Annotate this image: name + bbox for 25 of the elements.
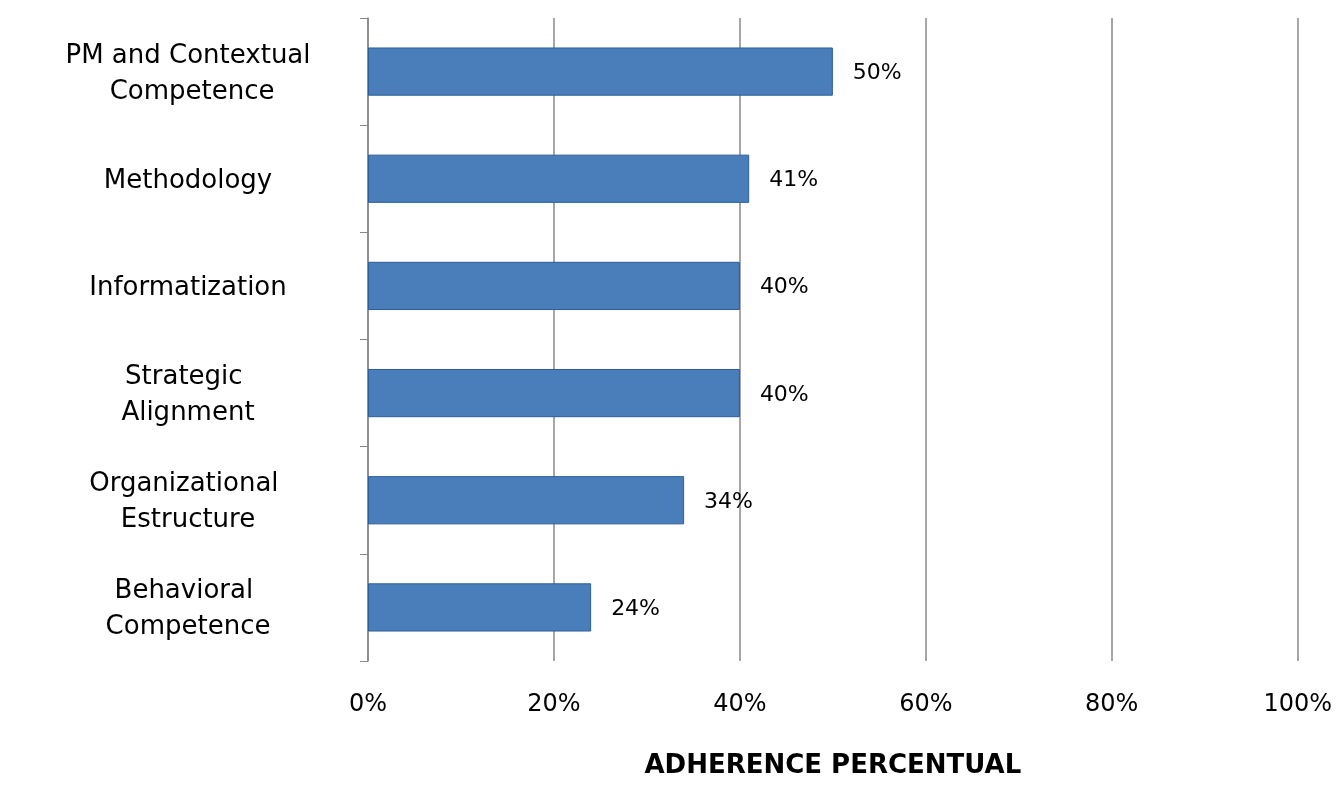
data-label: 40% <box>759 273 809 299</box>
bar <box>368 476 685 525</box>
data-label: 41% <box>769 166 819 192</box>
y-tick-label: Informatization <box>89 270 287 301</box>
x-tick-label: 40% <box>713 689 767 717</box>
data-label: 40% <box>759 380 809 406</box>
bar <box>368 47 833 96</box>
x-tick-label: 80% <box>1085 689 1139 717</box>
x-axis-title: ADHERENCE PERCENTUAL <box>644 749 1022 779</box>
data-label: 50% <box>852 59 902 85</box>
x-tick-label: 0% <box>348 689 388 717</box>
y-tick-label: PM and Contextual Competence <box>65 38 311 105</box>
y-tick-label: Organizational Estructure <box>89 467 287 534</box>
data-label: 34% <box>704 487 753 513</box>
bar <box>368 583 592 632</box>
y-tick-label: Strategic Alignment <box>121 360 255 427</box>
y-tick-label: Methodology <box>103 163 273 194</box>
data-label: 24% <box>611 594 661 620</box>
x-tick-label: 60% <box>899 689 953 717</box>
x-tick-label: 20% <box>527 689 581 717</box>
x-tick-label: 100% <box>1263 689 1333 717</box>
bar <box>368 368 740 418</box>
bar <box>368 261 740 311</box>
bar <box>368 154 750 203</box>
y-tick-label: Behavioral Competence <box>105 574 271 641</box>
